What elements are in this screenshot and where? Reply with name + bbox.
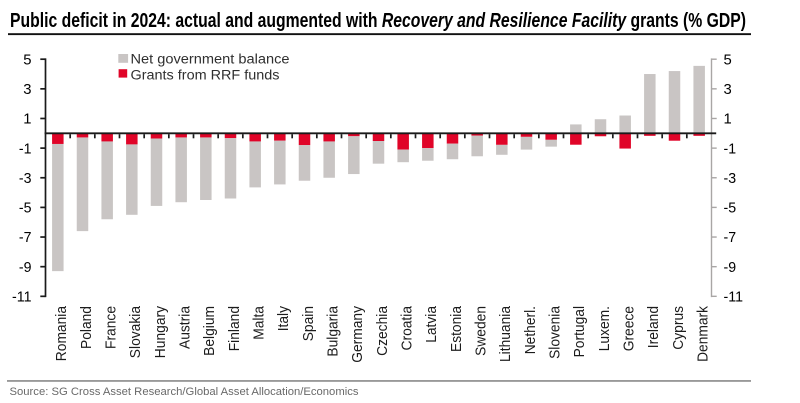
svg-text:Italy: Italy	[275, 306, 292, 332]
svg-text:-3: -3	[724, 171, 737, 187]
svg-text:grants (% GDP): grants (% GDP)	[631, 10, 747, 32]
svg-text:Ireland: Ireland	[645, 306, 662, 348]
svg-text:Latvia: Latvia	[423, 305, 440, 342]
svg-text:Malta: Malta	[250, 305, 267, 339]
svg-text:-5: -5	[724, 201, 737, 217]
svg-text:Croatia: Croatia	[398, 305, 415, 350]
svg-text:Greece: Greece	[620, 306, 637, 351]
svg-text:-7: -7	[724, 230, 737, 246]
svg-text:-5: -5	[19, 201, 32, 217]
svg-text:Hungary: Hungary	[152, 306, 169, 359]
svg-text:Spain: Spain	[300, 306, 317, 341]
svg-text:Portugal: Portugal	[571, 306, 588, 357]
svg-text:Source: SG Cross Asset Researc: Source: SG Cross Asset Research/Global A…	[10, 386, 359, 398]
svg-text:Denmark: Denmark	[694, 306, 711, 362]
svg-text:Cyprus: Cyprus	[670, 306, 687, 350]
svg-text:Poland: Poland	[78, 306, 95, 349]
svg-text:Bulgaria: Bulgaria	[324, 305, 341, 356]
svg-text:Romania: Romania	[53, 305, 70, 361]
svg-text:-7: -7	[19, 230, 32, 246]
svg-text:Slovakia: Slovakia	[127, 305, 144, 358]
svg-text:Slovenia: Slovenia	[546, 305, 563, 358]
svg-text:Estonia: Estonia	[448, 305, 465, 352]
svg-text:-1: -1	[724, 141, 737, 157]
svg-text:France: France	[102, 306, 119, 349]
svg-text:Grants from RRF funds: Grants from RRF funds	[131, 67, 280, 83]
svg-text:Sweden: Sweden	[472, 306, 489, 356]
svg-text:Recovery and Resilience Facili: Recovery and Resilience Facility	[382, 10, 627, 32]
svg-text:-11: -11	[724, 290, 744, 306]
svg-text:1: 1	[724, 112, 732, 128]
svg-text:Belgium: Belgium	[201, 306, 218, 356]
svg-text:Finland: Finland	[226, 306, 243, 351]
svg-text:Net government balance: Net government balance	[131, 51, 290, 67]
svg-text:-9: -9	[724, 260, 737, 276]
svg-text:Czechia: Czechia	[374, 305, 391, 355]
svg-text:Netherl.: Netherl.	[522, 306, 539, 354]
svg-text:5: 5	[23, 52, 31, 68]
svg-text:Germany: Germany	[349, 306, 366, 363]
svg-text:3: 3	[724, 82, 732, 98]
svg-text:Lithuania: Lithuania	[497, 305, 514, 362]
svg-text:5: 5	[724, 52, 732, 68]
svg-text:-9: -9	[19, 260, 32, 276]
svg-text:1: 1	[23, 112, 31, 128]
svg-text:Public deficit in 2024: actual: Public deficit in 2024: actual and augme…	[10, 10, 378, 32]
svg-text:-3: -3	[19, 171, 32, 187]
svg-text:-11: -11	[12, 290, 32, 306]
svg-text:Austria: Austria	[176, 305, 193, 349]
svg-text:-1: -1	[19, 141, 32, 157]
svg-text:3: 3	[23, 82, 31, 98]
svg-text:Luxem.: Luxem.	[596, 306, 613, 351]
